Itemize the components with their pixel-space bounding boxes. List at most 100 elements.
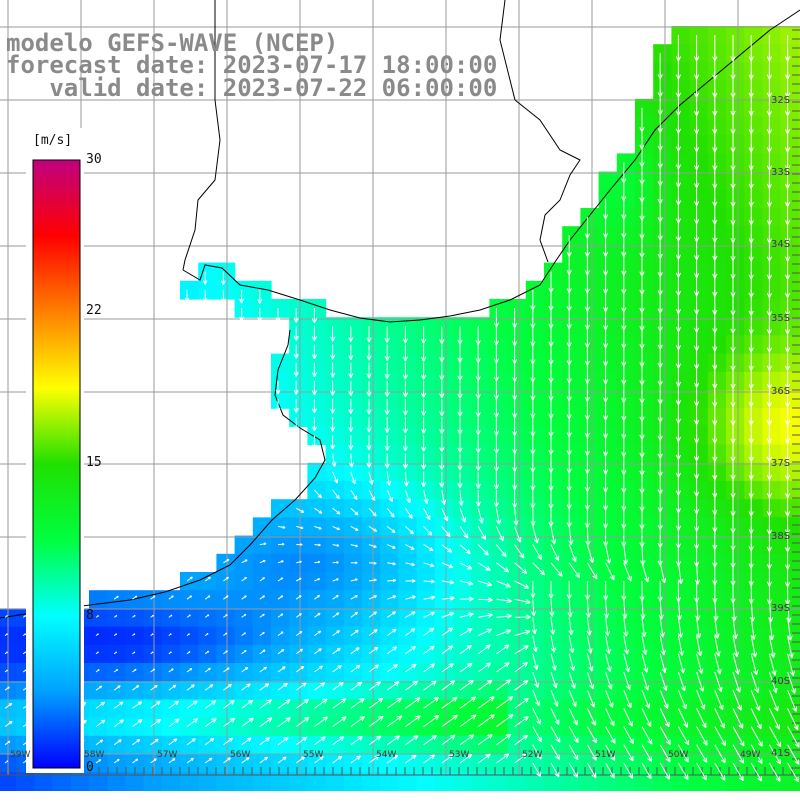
speed-cell (726, 62, 745, 81)
speed-cell (580, 699, 599, 718)
speed-cell (344, 390, 363, 409)
speed-cell (307, 372, 326, 391)
speed-cell (671, 699, 690, 718)
speed-cell (744, 390, 763, 409)
speed-cell (544, 317, 563, 336)
speed-cell (690, 263, 709, 282)
speed-cell (726, 445, 745, 464)
speed-cell (326, 372, 345, 391)
speed-cell (744, 608, 763, 627)
speed-cell (744, 463, 763, 482)
speed-cell (708, 263, 727, 282)
speed-cell (398, 372, 417, 391)
speed-cell (508, 354, 527, 373)
speed-cell (508, 408, 527, 427)
speed-cell (653, 317, 672, 336)
speed-cell (508, 572, 527, 591)
speed-cell (344, 590, 363, 609)
speed-cell (398, 590, 417, 609)
speed-cell (289, 663, 308, 682)
speed-cell (690, 117, 709, 136)
speed-cell (562, 627, 581, 646)
speed-cell (453, 354, 472, 373)
speed-cell (344, 499, 363, 518)
speed-cell (253, 590, 272, 609)
speed-cell (580, 445, 599, 464)
colorbar-bar (33, 160, 80, 768)
speed-cell (362, 608, 381, 627)
speed-cell (599, 572, 618, 591)
speed-cell (599, 718, 618, 737)
speed-cell (471, 390, 490, 409)
speed-cell (526, 335, 545, 354)
speed-cell (307, 590, 326, 609)
speed-cell (271, 627, 290, 646)
speed-cell (471, 608, 490, 627)
speed-cell (599, 481, 618, 500)
speed-cell (544, 590, 563, 609)
speed-cell (599, 590, 618, 609)
speed-cell (544, 426, 563, 445)
speed-cell (762, 408, 781, 427)
speed-cell (198, 754, 217, 773)
speed-cell (544, 354, 563, 373)
speed-cell (708, 226, 727, 245)
speed-cell (690, 354, 709, 373)
speed-cell (435, 335, 454, 354)
speed-cell (580, 335, 599, 354)
speed-cell (471, 426, 490, 445)
speed-cell (162, 645, 181, 664)
speed-cell (380, 536, 399, 555)
speed-cell (326, 645, 345, 664)
speed-cell (653, 517, 672, 536)
colorbar (26, 128, 84, 773)
speed-cell (344, 445, 363, 464)
speed-cell (744, 44, 763, 63)
speed-cell (781, 62, 800, 81)
speed-cell (599, 372, 618, 391)
speed-cell (635, 590, 654, 609)
speed-cell (216, 681, 235, 700)
speed-cell (671, 99, 690, 118)
speed-cell (708, 590, 727, 609)
speed-cell (690, 62, 709, 81)
speed-cell (653, 190, 672, 209)
speed-cell (635, 135, 654, 154)
speed-cell (580, 408, 599, 427)
speed-cell (708, 153, 727, 172)
speed-cell (580, 718, 599, 737)
speed-cell (435, 517, 454, 536)
speed-cell (671, 445, 690, 464)
speed-cell (489, 317, 508, 336)
speed-cell (398, 463, 417, 482)
speed-cell (580, 590, 599, 609)
speed-cell (671, 263, 690, 282)
speed-cell (417, 408, 436, 427)
speed-cell (417, 608, 436, 627)
speed-cell (653, 117, 672, 136)
speed-cell (253, 754, 272, 773)
speed-cell (781, 481, 800, 500)
speed-cell (726, 390, 745, 409)
speed-cell (471, 317, 490, 336)
speed-cell (471, 372, 490, 391)
speed-cell (562, 590, 581, 609)
speed-cell (526, 481, 545, 500)
speed-cell (726, 26, 745, 45)
speed-cell (580, 554, 599, 573)
speed-cell (271, 645, 290, 664)
speed-cell (744, 536, 763, 555)
speed-cell (544, 445, 563, 464)
speed-cell (380, 317, 399, 336)
speed-cell (216, 590, 235, 609)
speed-cell (671, 26, 690, 45)
speed-cell (562, 335, 581, 354)
speed-cell (435, 554, 454, 573)
lon-label-50w: 50W (668, 750, 688, 760)
speed-cell (125, 627, 144, 646)
speed-cell (435, 408, 454, 427)
speed-cell (235, 572, 254, 591)
speed-cell (344, 426, 363, 445)
speed-cell (599, 445, 618, 464)
speed-cell (235, 590, 254, 609)
